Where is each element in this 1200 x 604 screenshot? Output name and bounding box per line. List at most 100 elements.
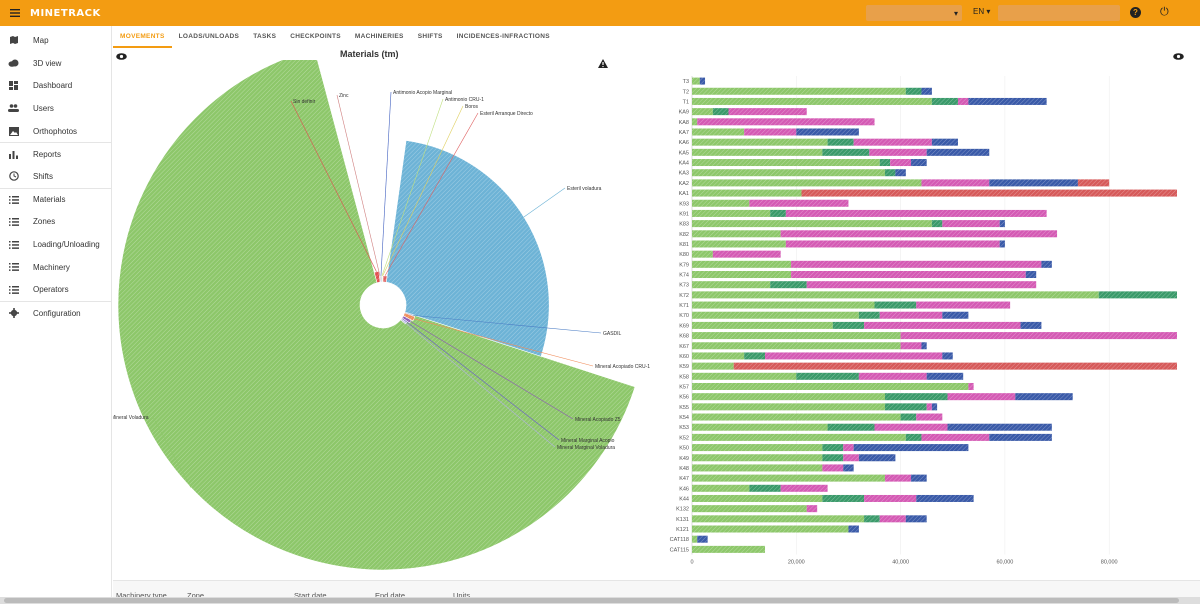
- eye-icon[interactable]: [116, 52, 127, 62]
- sidebar-item-label: Orthophotos: [33, 126, 78, 136]
- bar-segment-hatch: [692, 230, 781, 238]
- filter-units[interactable]: Units: [453, 591, 471, 600]
- sidebar-item-operators[interactable]: Operators: [0, 279, 111, 302]
- sidebar-item-users[interactable]: Users: [0, 97, 111, 120]
- filter-machinery-type[interactable]: Machinery type: [116, 591, 167, 600]
- y-tick-label: K68: [679, 334, 689, 340]
- filter-end-date[interactable]: End date: [375, 591, 406, 600]
- sidebar-item-loading-unloading[interactable]: Loading/Unloading: [0, 233, 111, 256]
- pie-slice-hatch: [383, 275, 388, 283]
- sidebar-item-map[interactable]: Map: [0, 29, 111, 52]
- y-tick-label: K82: [679, 232, 689, 238]
- tab-shifts[interactable]: SHIFTS: [417, 33, 443, 40]
- bar-segment-hatch: [942, 352, 953, 360]
- bar-segment-hatch: [692, 179, 922, 187]
- hamburger-menu-icon[interactable]: [0, 0, 30, 26]
- bar-segment-hatch: [822, 494, 865, 502]
- sidebar-item-label: Users: [33, 103, 54, 113]
- bar-segment-hatch: [692, 138, 828, 146]
- bar-segment-hatch: [692, 393, 885, 401]
- sidebar-item-label: Materials: [33, 195, 66, 205]
- tab-machineries[interactable]: MACHINERIES: [354, 33, 404, 40]
- bar-segment-hatch: [827, 423, 875, 431]
- y-tick-label: K67: [679, 344, 689, 350]
- y-tick-label: CAT118: [670, 537, 689, 543]
- pie-slice-hatch: [401, 317, 408, 323]
- filter-zone[interactable]: Zone: [187, 591, 205, 600]
- sidebar-item-label: Machinery: [33, 262, 70, 272]
- bar-segment-hatch: [999, 240, 1005, 248]
- bar-segment-hatch: [692, 169, 885, 177]
- search-input[interactable]: [998, 5, 1120, 21]
- app-logo[interactable]: MINETRACK: [30, 7, 101, 19]
- bar-segment-hatch: [692, 515, 865, 523]
- bar-segment-hatch: [692, 545, 766, 553]
- scrollbar-thumb[interactable]: [4, 598, 1179, 603]
- sidebar-item-configuration[interactable]: Configuration: [0, 301, 111, 324]
- tab-incidences-infractions[interactable]: INCIDENCES-INFRACTIONS: [456, 33, 550, 40]
- sidebar-item-machinery[interactable]: Machinery: [0, 256, 111, 279]
- bar-segment-hatch: [692, 189, 802, 197]
- bar-segment-hatch: [770, 281, 807, 289]
- pie-leader-line: [382, 105, 464, 276]
- bar-segment-hatch: [692, 423, 828, 431]
- sidebar-item-zones[interactable]: Zones: [0, 211, 111, 234]
- bar-segment-hatch: [692, 525, 849, 533]
- y-tick-label: K57: [679, 384, 689, 390]
- bar-segment-hatch: [827, 138, 854, 146]
- sidebar-item-shifts[interactable]: Shifts: [0, 165, 111, 188]
- bar-segment-hatch: [692, 505, 807, 513]
- y-tick-label: K50: [679, 446, 689, 452]
- sidebar-item-reports[interactable]: Reports: [0, 142, 111, 165]
- pie-slice-label: Mineral Marginal Acopio: [561, 438, 615, 444]
- bar-segment-hatch: [692, 474, 885, 482]
- bar-segment-hatch: [926, 148, 990, 156]
- pie-leader-line: [523, 187, 566, 218]
- pie-leader-line: [413, 315, 602, 334]
- y-tick-label: K49: [679, 456, 689, 462]
- y-tick-label: K93: [679, 201, 689, 207]
- filter-start-date[interactable]: Start date: [294, 591, 327, 600]
- y-tick-label: K60: [679, 354, 689, 360]
- materials-pie-chart: Mineral Voladura Esteril voladura GASDIL Mi…: [113, 60, 650, 571]
- x-tick-label: 60,000: [996, 559, 1013, 565]
- y-tick-label: KA3: [679, 171, 689, 177]
- sidebar-item-orthophotos[interactable]: Orthophotos: [0, 120, 111, 143]
- pie-slice-label: Mineral Acopiado CRU-1: [595, 364, 650, 370]
- image-icon: [8, 126, 19, 137]
- bar-segment-hatch: [1020, 321, 1042, 329]
- bar-segment-hatch: [692, 535, 698, 543]
- tab-movements[interactable]: MOVEMENTS: [113, 26, 172, 48]
- bar-segment-hatch: [1041, 260, 1052, 268]
- bar-segment-hatch: [692, 321, 833, 329]
- bar-segment-hatch: [884, 169, 896, 177]
- tab-checkpoints[interactable]: CHECKPOINTS: [290, 33, 341, 40]
- bar-segment-hatch: [692, 128, 745, 136]
- company-select[interactable]: ▾: [866, 5, 962, 21]
- bar-segment-hatch: [884, 403, 927, 411]
- bar-segment-hatch: [942, 220, 1000, 228]
- eye-icon[interactable]: [1173, 52, 1184, 62]
- bar-segment-hatch: [1098, 291, 1177, 299]
- bar-segment-hatch: [921, 342, 927, 350]
- bar-segment-hatch: [843, 464, 854, 472]
- pie-slice-hatch: [400, 318, 407, 324]
- sidebar-item-3d-view[interactable]: 3D view: [0, 52, 111, 75]
- y-tick-label: K53: [679, 425, 689, 431]
- warning-icon[interactable]: [598, 55, 608, 73]
- tab-tasks[interactable]: TASKS: [253, 33, 277, 40]
- y-tick-label: K46: [679, 486, 689, 492]
- tab-loads-unloads[interactable]: LOADS/UNLOADS: [178, 33, 240, 40]
- language-select[interactable]: EN ▾: [973, 7, 991, 16]
- bar-segment-hatch: [900, 332, 1177, 340]
- y-tick-label: K52: [679, 435, 689, 441]
- bar-segment-hatch: [692, 291, 1099, 299]
- horizontal-scrollbar[interactable]: [0, 597, 1200, 604]
- pie-slice-hatch: [386, 140, 550, 357]
- power-icon[interactable]: ⏻: [1160, 6, 1169, 18]
- sidebar-item-materials[interactable]: Materials: [0, 187, 111, 211]
- bar-segment-hatch: [843, 444, 854, 452]
- help-icon[interactable]: ?: [1130, 7, 1141, 18]
- y-tick-label: K54: [679, 415, 689, 421]
- sidebar-item-dashboard[interactable]: Dashboard: [0, 74, 111, 97]
